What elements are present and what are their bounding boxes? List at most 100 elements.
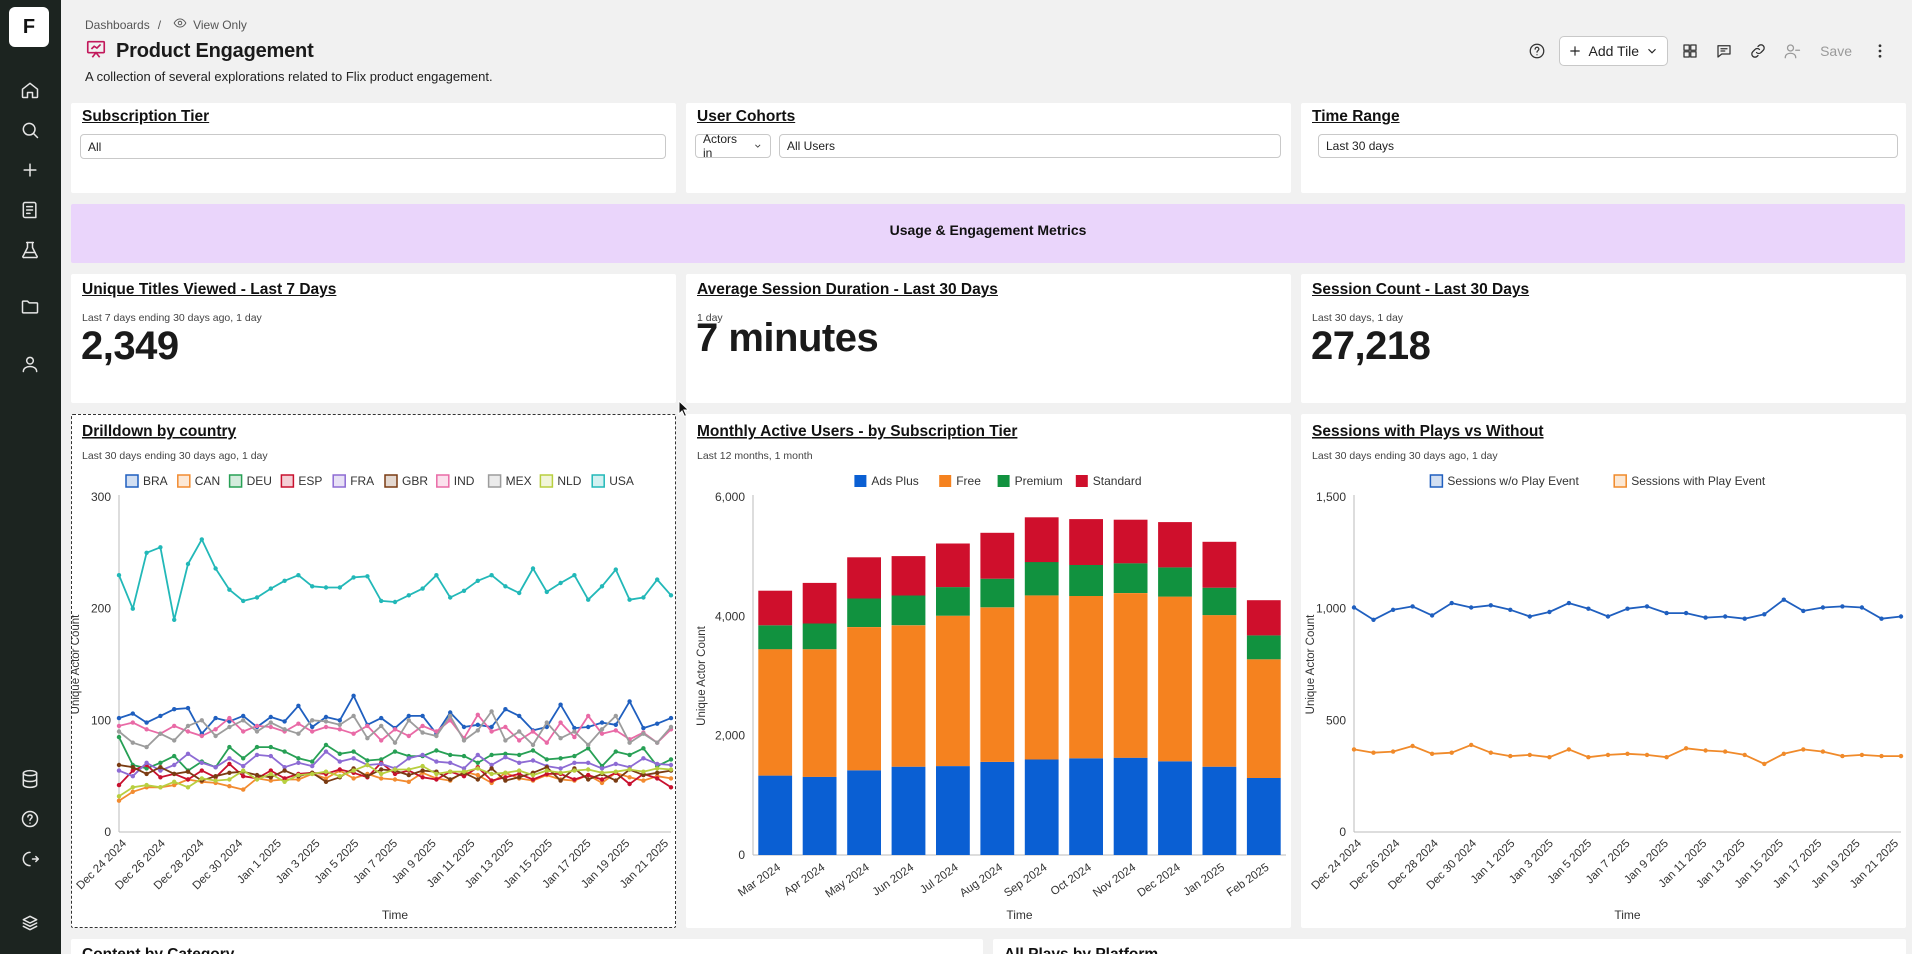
data-point-sessions-w-o-play-event <box>1390 607 1396 612</box>
data-point-fra <box>213 765 218 770</box>
data-point-can <box>406 779 411 784</box>
legend-swatch-bra <box>125 474 139 488</box>
data-point-sessions-with-play-event <box>1566 747 1572 752</box>
data-point-deu <box>641 746 646 751</box>
data-point-deu <box>627 752 632 758</box>
data-point-sessions-w-o-play-event <box>1605 614 1611 619</box>
database-icon[interactable] <box>19 768 41 790</box>
cohort-input[interactable]: All Users <box>779 134 1281 158</box>
data-point-sessions-w-o-play-event <box>1644 604 1650 609</box>
people-icon[interactable] <box>1780 39 1804 63</box>
data-point-mex <box>282 727 287 732</box>
bar-segment-free <box>847 627 881 771</box>
bar-segment-standard <box>1246 600 1281 636</box>
data-point-esp <box>199 768 204 773</box>
chart-card-drilldown[interactable]: Drilldown by country Last 30 days ending … <box>71 414 676 928</box>
more-icon[interactable] <box>1868 39 1892 63</box>
data-point-mex <box>365 736 370 741</box>
data-point-sessions-w-o-play-event <box>1820 605 1826 610</box>
data-point-deu <box>365 758 370 763</box>
grid-icon[interactable] <box>1678 39 1702 63</box>
data-point-nld <box>627 767 632 772</box>
data-point-mex <box>503 738 508 743</box>
metric-title[interactable]: Average Session Duration - Last 30 Days <box>697 281 998 298</box>
data-point-gbr <box>641 772 646 778</box>
data-point-fra <box>530 758 536 763</box>
bar-segment-free <box>1024 595 1059 760</box>
x-tick-label: Oct 2024 <box>1049 861 1095 898</box>
mau-chart: Monthly Active Users - by Subscription T… <box>696 423 1286 922</box>
data-point-bra <box>172 707 177 712</box>
save-button[interactable]: Save <box>1820 43 1852 59</box>
data-point-usa <box>586 597 591 602</box>
data-point-mex <box>116 729 122 734</box>
page-title: Product Engagement <box>116 40 314 62</box>
data-point-bra <box>599 720 605 725</box>
data-point-sessions-w-o-play-event <box>1723 614 1728 619</box>
data-point-usa <box>420 586 425 591</box>
data-point-nld <box>420 763 425 769</box>
comment-icon[interactable] <box>1712 39 1736 63</box>
user-icon[interactable] <box>19 353 41 375</box>
data-point-gbr <box>613 778 618 783</box>
data-point-usa <box>172 617 177 622</box>
legend-swatch-free <box>939 475 952 487</box>
legend-swatch-fra <box>332 474 346 488</box>
data-point-mex <box>461 738 467 743</box>
breadcrumb-dashboards[interactable]: Dashboards <box>85 17 150 32</box>
data-point-fra <box>475 752 480 758</box>
plus-icon <box>1570 46 1581 56</box>
data-point-nld <box>268 771 273 777</box>
flask-icon[interactable] <box>19 239 41 261</box>
cohort-mode-select[interactable]: Actors in <box>695 132 771 160</box>
breadcrumb-separator: / <box>157 17 162 32</box>
bar-segment-standard <box>1202 541 1237 588</box>
data-point-ind <box>558 720 563 725</box>
card-title[interactable]: All Plays by Platform <box>1004 946 1158 954</box>
data-point-usa <box>406 593 411 598</box>
metric-title[interactable]: Unique Titles Viewed - Last 7 Days <box>82 281 337 298</box>
app-logo[interactable]: F <box>9 7 49 47</box>
data-point-fra <box>461 766 467 771</box>
filter-title: Time Range <box>1312 108 1400 125</box>
breadcrumb: Dashboards / View Only <box>85 16 247 33</box>
sessions-chart: Sessions with Plays vs Without Last 30 da… <box>1305 423 1904 922</box>
metric-title[interactable]: Session Count - Last 30 Days <box>1312 281 1530 298</box>
data-point-ind <box>241 729 246 734</box>
data-point-mex <box>185 723 191 729</box>
search-icon[interactable] <box>19 119 41 141</box>
data-point-ind <box>144 727 149 732</box>
data-point-gbr <box>379 767 384 772</box>
data-point-deu <box>227 744 232 750</box>
legend-label: MEX <box>506 474 532 488</box>
x-tick-label: Jul 2024 <box>918 861 961 896</box>
data-point-usa <box>434 573 439 578</box>
link-icon[interactable] <box>1746 39 1770 63</box>
folder-icon[interactable] <box>19 296 41 318</box>
data-point-esp <box>517 771 522 777</box>
data-point-usa <box>199 537 204 542</box>
data-point-fra <box>448 760 453 765</box>
time-range-input[interactable]: Last 30 days <box>1318 134 1898 158</box>
toolbar: Add Tile Save <box>1525 36 1892 66</box>
add-tile-button[interactable]: Add Tile <box>1559 36 1669 66</box>
help-icon[interactable] <box>1525 39 1549 63</box>
legend-swatch-usa <box>591 474 605 488</box>
data-point-bra <box>268 714 273 720</box>
data-point-bra <box>282 719 287 724</box>
subscription-tier-input[interactable]: All <box>80 134 666 159</box>
y-tick-label: 6,000 <box>715 490 745 504</box>
data-point-deu <box>517 752 522 758</box>
plus-icon[interactable] <box>19 159 41 181</box>
data-point-sessions-w-o-play-event <box>1898 614 1904 619</box>
card-title[interactable]: Content by Category <box>82 946 234 954</box>
notebook-icon[interactable] <box>19 199 41 221</box>
help-icon[interactable] <box>19 808 41 830</box>
data-point-fra <box>130 774 135 779</box>
logout-icon[interactable] <box>19 848 41 870</box>
data-point-can <box>241 787 246 792</box>
legend-swatch-can <box>177 474 191 488</box>
add-tile-label: Add Tile <box>1588 43 1640 59</box>
home-icon[interactable] <box>19 79 41 101</box>
data-point-sessions-with-play-event <box>1742 752 1747 758</box>
